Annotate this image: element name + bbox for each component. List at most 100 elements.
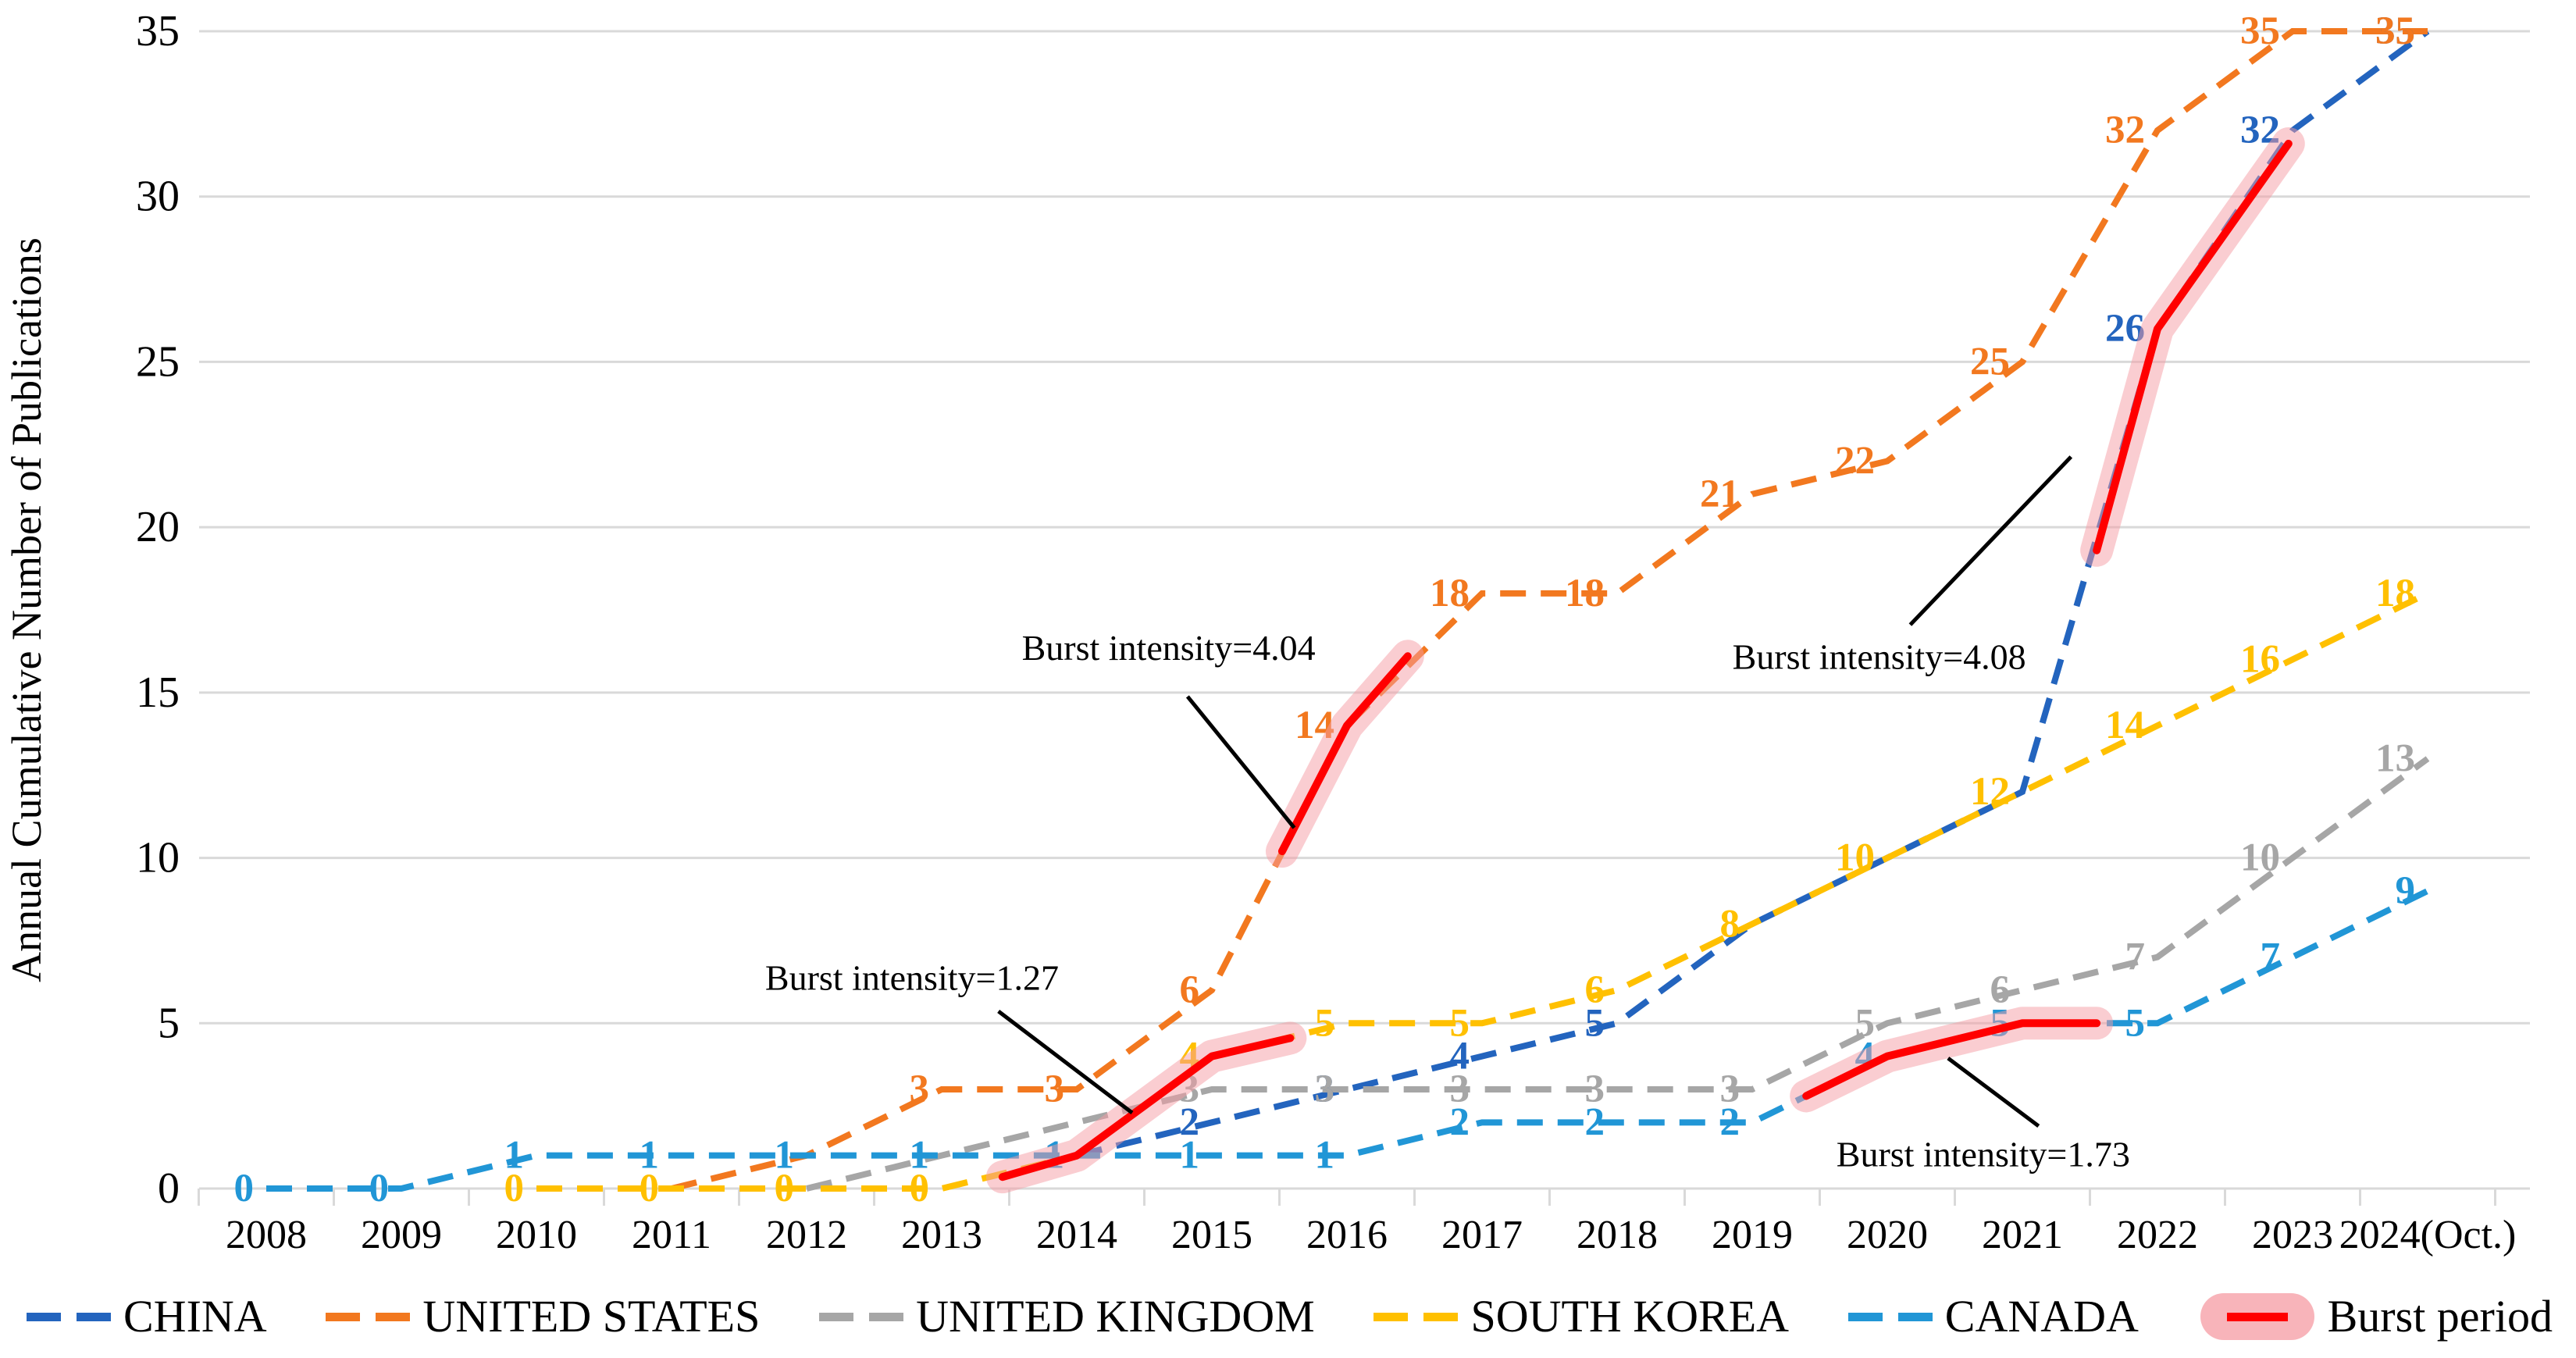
data-label: 16: [2240, 638, 2280, 682]
data-label: 2: [1180, 1100, 1200, 1144]
burst-annotation: Burst intensity=1.73: [1837, 1134, 2130, 1174]
data-label: 4: [1450, 1035, 1470, 1078]
x-tick-label: 2015: [1171, 1213, 1252, 1257]
x-tick-label: 2018: [1577, 1213, 1658, 1257]
x-tick-label: 2014: [1036, 1213, 1117, 1257]
series-line: [671, 27, 2428, 1192]
data-label: 35: [2375, 9, 2415, 53]
data-label: 2: [1450, 1100, 1470, 1144]
chart-canvas: Annual Cumulative Number of Publications…: [3, 7, 2530, 1257]
data-label: 18: [2375, 572, 2415, 615]
data-label: 6: [1180, 968, 1200, 1012]
data-label: 18: [1565, 572, 1605, 615]
publications-line-chart: Annual Cumulative Number of Publications…: [3, 7, 2530, 1257]
data-label: 18: [1430, 572, 1470, 615]
legend-dash-marker-icon: [1374, 1312, 1459, 1321]
x-tick-label: 2016: [1306, 1213, 1388, 1257]
legend-label: UNITED KINGDOM: [916, 1291, 1315, 1342]
legend-item-canada: CANADA: [1847, 1290, 2139, 1342]
data-label: 0: [640, 1167, 660, 1210]
data-label: 8: [1720, 902, 1740, 946]
x-tick-label: 2011: [632, 1213, 711, 1257]
data-label: 3: [1315, 1068, 1335, 1111]
y-axis-title: Annual Cumulative Number of Publications: [3, 237, 50, 982]
data-label: 14: [2105, 704, 2145, 747]
legend-item-burst-period: Burst period: [2198, 1290, 2553, 1342]
legend-label: CANADA: [1944, 1291, 2139, 1342]
data-label: 1: [1180, 1134, 1200, 1178]
x-tick-label: 2017: [1441, 1213, 1523, 1257]
series-line: [806, 756, 2430, 1192]
data-label: 13: [2375, 737, 2415, 781]
x-tick-label: 2020: [1847, 1213, 1928, 1257]
legend-label: Burst period: [2327, 1291, 2553, 1342]
data-label: 3: [1585, 1068, 1605, 1111]
y-tick-label: 15: [136, 668, 180, 717]
data-label: 0: [910, 1167, 930, 1210]
series-south-korea: [536, 590, 2429, 1192]
data-label: 12: [1970, 770, 2010, 814]
burst-annotation: Burst intensity=4.08: [1733, 637, 2026, 677]
data-label: 5: [1585, 1001, 1605, 1045]
annotation-pointer: [1185, 695, 1296, 829]
data-label: 1: [504, 1134, 525, 1178]
legend-label: SOUTH KOREA: [1470, 1291, 1790, 1342]
x-axis: 2008 2009 2010 2011 2012 2013 2014 2015 2016 2017…: [198, 1189, 2517, 1257]
legend-item-united-states: UNITED STATES: [326, 1290, 760, 1342]
legend-label: CHINA: [123, 1291, 267, 1342]
x-tick-label: 2009: [361, 1213, 442, 1257]
y-tick-label: 5: [158, 999, 180, 1047]
y-tick-label: 35: [136, 7, 180, 55]
data-label: 9: [2396, 869, 2416, 913]
data-label: 6: [1990, 968, 2011, 1012]
china-burst-line: [2093, 139, 2293, 554]
data-label: 32: [2105, 109, 2145, 152]
data-label: 0: [504, 1167, 525, 1210]
x-tick-label: 2013: [901, 1213, 982, 1257]
data-label: 1: [775, 1134, 795, 1178]
annotation-pointer: [997, 1010, 1134, 1115]
data-label: 3: [1720, 1068, 1740, 1111]
legend-burst-marker-icon: [2200, 1292, 2314, 1340]
annotation-pointer: [1947, 1057, 2040, 1128]
data-label: 3: [1045, 1068, 1065, 1111]
series-united-kingdom: [806, 756, 2430, 1192]
annotations: Burst intensity=1.27 Burst intensity=4.04…: [765, 455, 2130, 1174]
data-label: 2: [1585, 1100, 1605, 1144]
x-tick-label: 2024(Oct.): [2339, 1213, 2517, 1257]
data-label: 6: [1585, 968, 1605, 1012]
legend-label: UNITED STATES: [422, 1291, 761, 1342]
canada-burst-line: [1802, 1019, 2101, 1100]
legend-dash-marker-icon: [27, 1312, 111, 1321]
burst-periods: [985, 127, 2305, 1194]
series-line: [536, 590, 2429, 1192]
x-tick-label: 2023: [2252, 1213, 2333, 1257]
united-states-burst-line: [1277, 652, 1412, 856]
y-tick-label: 25: [136, 337, 180, 386]
data-label: 22: [1835, 439, 1875, 483]
data-label: 0: [369, 1167, 390, 1210]
legend-dash-marker-icon: [1847, 1312, 1933, 1321]
y-tick-label: 20: [136, 503, 180, 551]
y-tick-label: 0: [158, 1164, 180, 1213]
y-tick-label: 30: [136, 173, 180, 221]
legend-dash-marker-icon: [326, 1312, 411, 1321]
data-label: 35: [2375, 9, 2415, 53]
series-united-states: [671, 27, 2428, 1192]
legend-item-china: CHINA: [27, 1290, 267, 1342]
data-label: 10: [2240, 836, 2280, 880]
data-label: 3: [910, 1068, 930, 1111]
data-label: 3: [1450, 1068, 1470, 1111]
data-label: 1: [640, 1134, 660, 1178]
data-label: 5: [1855, 1001, 1876, 1045]
legend-dash-marker-icon: [819, 1312, 904, 1321]
data-label: 35: [2240, 9, 2280, 53]
chart-legend: CHINA UNITED STATES UNITED KINGDOM SOUTH KO…: [0, 1274, 2576, 1358]
south-korea-burst-line: [998, 1034, 1295, 1182]
data-label: 3: [1315, 1068, 1335, 1111]
annotation-pointer: [1908, 455, 2073, 626]
data-label: 0: [234, 1167, 255, 1210]
x-tick-label: 2021: [1982, 1213, 2063, 1257]
x-tick-label: 2012: [766, 1213, 847, 1257]
